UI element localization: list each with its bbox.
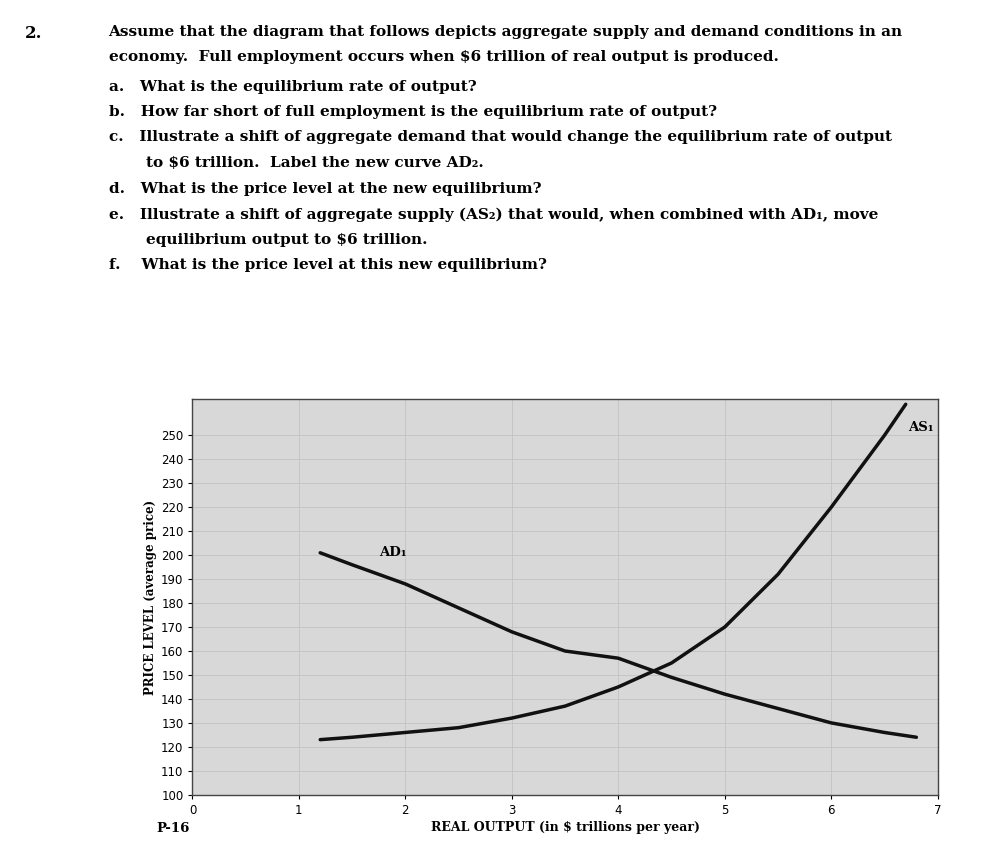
Text: d.   What is the price level at the new equilibrium?: d. What is the price level at the new eq…	[108, 182, 540, 197]
Text: c.   Illustrate a shift of aggregate demand that would change the equilibrium ra: c. Illustrate a shift of aggregate deman…	[108, 130, 890, 145]
Text: P-16: P-16	[156, 822, 189, 835]
Text: AS₁: AS₁	[907, 421, 933, 434]
Text: to $6 trillion.  Label the new curve AD₂.: to $6 trillion. Label the new curve AD₂.	[146, 156, 483, 170]
Text: f.    What is the price level at this new equilibrium?: f. What is the price level at this new e…	[108, 258, 546, 272]
Text: equilibrium output to $6 trillion.: equilibrium output to $6 trillion.	[146, 233, 427, 247]
Text: a.   What is the equilibrium rate of output?: a. What is the equilibrium rate of outpu…	[108, 80, 475, 94]
Y-axis label: PRICE LEVEL (average price): PRICE LEVEL (average price)	[144, 500, 157, 695]
Text: economy.  Full employment occurs when $6 trillion of real output is produced.: economy. Full employment occurs when $6 …	[108, 50, 778, 65]
Text: 2.: 2.	[25, 25, 42, 42]
Text: e.   Illustrate a shift of aggregate supply (AS₂) that would, when combined with: e. Illustrate a shift of aggregate suppl…	[108, 208, 878, 222]
Text: Assume that the diagram that follows depicts aggregate supply and demand conditi: Assume that the diagram that follows dep…	[108, 25, 902, 40]
Text: AD₁: AD₁	[379, 546, 406, 558]
Text: b.   How far short of full employment is the equilibrium rate of output?: b. How far short of full employment is t…	[108, 105, 716, 119]
X-axis label: REAL OUTPUT (in $ trillions per year): REAL OUTPUT (in $ trillions per year)	[430, 821, 699, 834]
